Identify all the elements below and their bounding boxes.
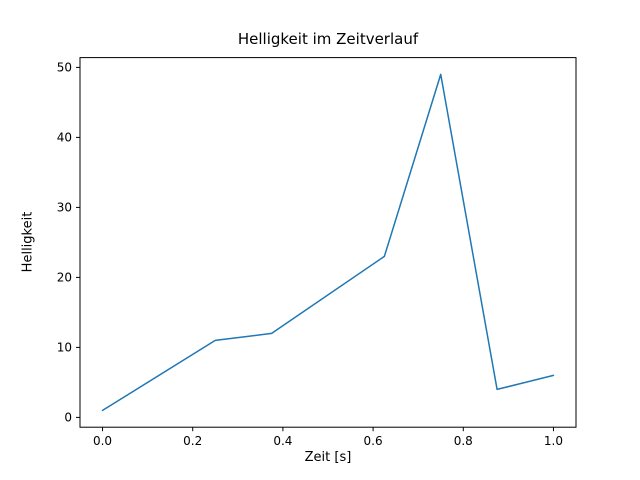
- x-tick-label: 0.4: [273, 434, 292, 448]
- y-axis-label: Helligkeit: [20, 211, 36, 273]
- y-tick-label: 40: [57, 130, 72, 144]
- x-tick-label: 0.6: [364, 434, 383, 448]
- x-tick-label: 0.2: [183, 434, 202, 448]
- y-tick-label: 0: [64, 410, 72, 424]
- data-line: [101, 73, 555, 412]
- chart-title: Helligkeit im Zeitverlauf: [237, 30, 419, 48]
- plot-border: [79, 57, 577, 428]
- y-tick-label: 30: [57, 200, 72, 214]
- y-tick-label: 50: [57, 60, 72, 74]
- y-tick-label: 20: [57, 270, 72, 284]
- x-tick-label: 1.0: [544, 434, 563, 448]
- x-tick-label: 0.8: [454, 434, 473, 448]
- x-tick-label: 0.0: [93, 434, 112, 448]
- y-tick-label: 10: [57, 340, 72, 354]
- x-axis-label: Zeit [s]: [304, 450, 352, 465]
